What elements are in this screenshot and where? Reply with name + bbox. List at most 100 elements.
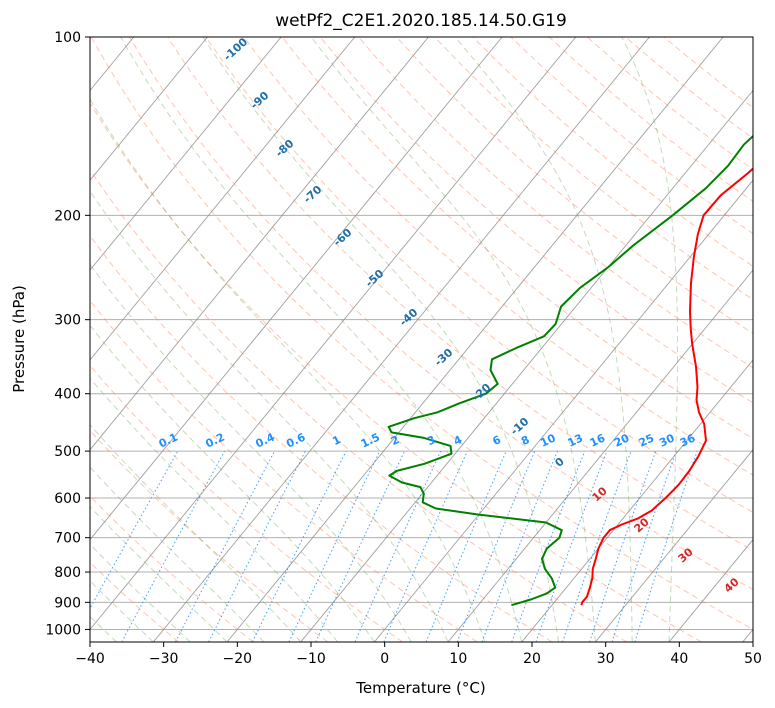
isotherm-line <box>300 89 753 642</box>
dry-adiabat-line <box>319 37 753 404</box>
isotherm-line <box>668 538 753 642</box>
moist-adiabat-line <box>90 580 154 642</box>
adiabat-label: -60 <box>331 226 355 249</box>
isotherm-line <box>90 37 577 631</box>
mixing-ratio-label: 4 <box>452 433 465 448</box>
moist-adiabat-line <box>90 263 412 642</box>
dry-adiabat-line <box>90 234 553 642</box>
mixing-ratio-label: 20 <box>612 431 632 449</box>
mixing-ratio-line <box>252 450 347 642</box>
mixing-ratio-label: 0.2 <box>204 431 227 451</box>
adiabat-label: 20 <box>632 515 652 535</box>
mixing-ratio-line <box>456 450 536 642</box>
y-tick-label: 700 <box>54 531 81 547</box>
y-tick-label: 300 <box>54 313 81 329</box>
dry-adiabat-line <box>90 561 179 642</box>
moist-adiabat-line <box>90 190 449 642</box>
dry-adiabat-line <box>167 37 753 552</box>
y-tick-label: 200 <box>54 208 81 224</box>
dry-adiabat-line <box>90 429 329 642</box>
moist-adiabat-line <box>621 37 678 642</box>
dry-adiabat-line <box>358 37 753 369</box>
adiabat-label: -40 <box>397 306 421 329</box>
dry-adiabat-line <box>90 102 702 642</box>
x-tick-label: 20 <box>523 651 541 667</box>
moist-adiabat-line <box>90 506 228 642</box>
isotherm-line <box>90 37 429 451</box>
moist-adiabat-line <box>202 37 559 642</box>
mixing-ratio-line <box>611 450 677 642</box>
adiabat-label: -20 <box>470 381 494 404</box>
mixing-ratio-line <box>175 450 276 642</box>
x-tick-label: 0 <box>380 651 389 667</box>
x-tick-label: −30 <box>149 651 179 667</box>
y-tick-label: 600 <box>54 491 81 507</box>
adiabat-label: -50 <box>363 267 387 290</box>
isotherm-line <box>447 269 753 642</box>
dewpoint-profile-line <box>387 134 753 607</box>
isotherm-line <box>90 37 356 361</box>
mixing-ratio-line <box>425 450 507 642</box>
mixing-ratio-label: 16 <box>588 431 608 449</box>
x-axis: −40 −30 −20 −10 0 10 20 30 40 50 <box>75 642 762 667</box>
moist-adiabat-line <box>90 543 191 642</box>
moist-adiabat-line <box>90 466 265 642</box>
moist-adiabat-line <box>310 37 596 642</box>
x-tick-label: 40 <box>670 651 688 667</box>
x-tick-label: −40 <box>75 651 105 667</box>
adiabat-label: 0 <box>552 455 567 470</box>
mixing-ratio-label: 1 <box>330 433 342 448</box>
dry-adiabat-line <box>472 37 753 267</box>
mixing-ratio-label: 2 <box>389 433 401 448</box>
plot-frame <box>89 36 754 643</box>
y-axis: 100 200 300 400 500 600 700 800 900 1000 <box>45 30 90 638</box>
isotherm-line <box>521 359 753 642</box>
dry-adiabat-line <box>510 37 753 235</box>
isotherm-line <box>374 179 753 642</box>
moist-adiabat-line <box>90 98 486 642</box>
series-lines <box>387 134 753 607</box>
mixing-ratio-line <box>535 450 608 642</box>
mixing-ratio-line <box>288 450 381 642</box>
mixing-ratio-line <box>383 450 468 642</box>
mixing-ratio-line <box>511 450 586 642</box>
y-tick-label: 900 <box>54 595 81 611</box>
dry-adiabat-line <box>90 495 254 642</box>
temperature-profile-line <box>580 167 753 606</box>
x-tick-label: −20 <box>223 651 253 667</box>
y-tick-label: 400 <box>54 387 81 403</box>
mixing-ratio-line <box>562 450 632 642</box>
mixing-ratio-label: 13 <box>566 432 585 450</box>
isotherm-line <box>90 37 282 271</box>
adiabat-label: -70 <box>301 183 325 206</box>
mixing-ratio-line <box>121 450 226 642</box>
dry-adiabat-line <box>243 37 753 476</box>
adiabat-label: -90 <box>248 89 272 112</box>
dry-adiabat-line <box>548 37 753 202</box>
moist-adiabat-line <box>120 37 523 642</box>
mixing-ratio-line <box>589 450 657 642</box>
x-tick-label: 10 <box>449 651 467 667</box>
dry-adiabat-line <box>129 37 753 591</box>
mixing-ratio-label: 0.4 <box>254 430 277 450</box>
mixing-ratio-line <box>481 450 558 642</box>
dry-adiabat-line <box>90 364 403 642</box>
y-axis-title: Pressure (hPa) <box>10 285 28 393</box>
mixing-ratio-label: 25 <box>637 432 656 450</box>
isotherm-line <box>595 449 753 642</box>
y-tick-label: 100 <box>54 30 81 46</box>
isotherm-line <box>226 37 724 642</box>
adiabat-label: -80 <box>273 137 297 160</box>
moist-adiabat-line <box>90 377 338 642</box>
isotherm-line <box>153 37 650 642</box>
mixing-ratio-label: 10 <box>538 431 558 449</box>
adiabat-label: 30 <box>676 545 696 565</box>
x-axis-title: Temperature (°C) <box>355 679 485 697</box>
dry-adiabat-line <box>90 299 478 642</box>
mixing-ratio-label: 1.5 <box>359 431 382 451</box>
isotherm-line <box>90 37 503 541</box>
mixing-ratio-label: 30 <box>657 431 677 449</box>
adiabat-label: -10 <box>508 415 532 438</box>
